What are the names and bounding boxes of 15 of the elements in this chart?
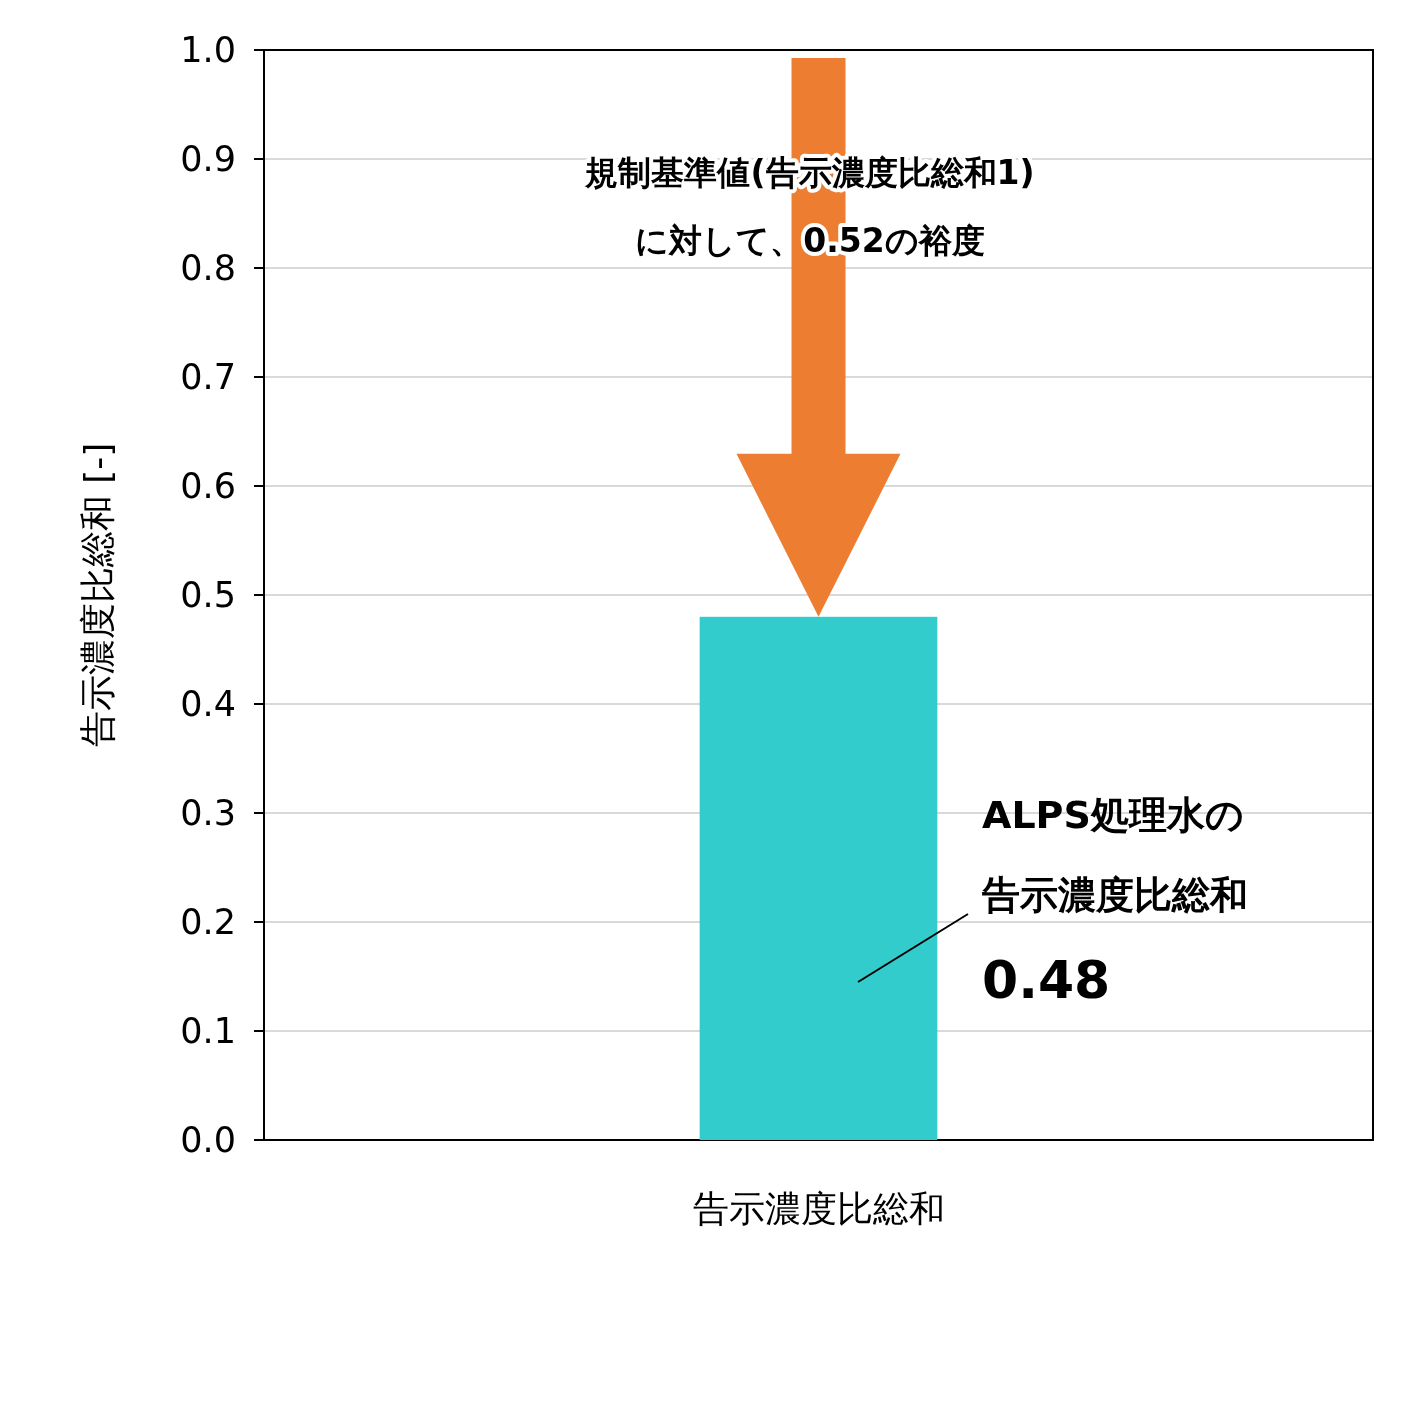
- y-tick-label: 0.2: [180, 902, 236, 942]
- y-tick-label: 0.3: [180, 793, 236, 833]
- y-tick-label: 0.7: [180, 357, 236, 397]
- y-tick-label: 1.0: [180, 30, 236, 70]
- annotation: 告示濃度比総和: [981, 873, 1248, 917]
- annotation: 0.48: [982, 950, 1111, 1010]
- y-tick-label: 0.6: [180, 466, 236, 506]
- y-tick-label: 0.4: [180, 684, 236, 724]
- annotation: ALPS処理水の: [982, 793, 1244, 837]
- y-tick-label: 0.8: [180, 248, 236, 288]
- y-tick-label: 0.9: [180, 139, 236, 179]
- y-tick-label: 0.0: [180, 1120, 236, 1160]
- y-tick-label: 0.1: [180, 1011, 236, 1051]
- y-axis-title: 告示濃度比総和 [-]: [76, 442, 118, 748]
- y-tick-label: 0.5: [180, 575, 236, 615]
